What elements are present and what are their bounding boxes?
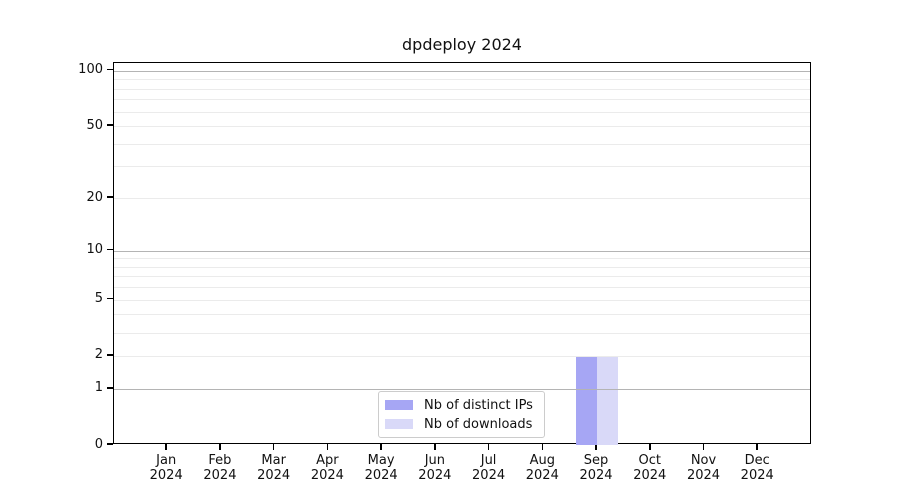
- y-tick-label: 1: [94, 380, 103, 396]
- x-tick-month: Jan: [156, 453, 177, 468]
- gridline-minor: [114, 198, 810, 200]
- gridline-minor: [114, 111, 810, 113]
- x-tick-label: Dec 2024: [722, 453, 792, 483]
- gridline-minor: [114, 79, 810, 81]
- x-tick-mark: [165, 444, 167, 450]
- bars-layer: [114, 63, 810, 445]
- gridline-minor: [114, 143, 810, 145]
- x-tick-year: 2024: [310, 468, 344, 483]
- x-tick-label: Feb 2024: [185, 453, 255, 483]
- x-tick-year: 2024: [257, 468, 291, 483]
- x-tick-month: Dec: [744, 453, 770, 468]
- plot-area: [113, 62, 811, 445]
- x-tick-year: 2024: [364, 468, 398, 483]
- bar-distinct-ips: [576, 355, 598, 445]
- y-tick-mark: [107, 354, 113, 356]
- y-tick-mark: [107, 443, 113, 445]
- x-tick-year: 2024: [418, 468, 452, 483]
- legend: Nb of distinct IPs Nb of downloads: [378, 391, 545, 438]
- x-tick-label: Jul 2024: [454, 453, 524, 483]
- x-tick-mark: [272, 444, 275, 450]
- x-tick-year: 2024: [472, 468, 506, 483]
- y-tick-label: 20: [86, 189, 103, 205]
- grid-layer: [114, 63, 810, 443]
- x-tick-mark: [649, 444, 651, 450]
- x-tick-label: Jun 2024: [400, 453, 470, 483]
- y-tick-label: 50: [86, 117, 103, 133]
- x-tick-mark: [326, 444, 329, 450]
- x-tick-label: May 2024: [346, 453, 416, 483]
- x-tick-month: Jul: [480, 453, 497, 468]
- x-tick-mark: [434, 444, 436, 450]
- y-tick-mark: [107, 68, 113, 71]
- downloads-swatch-icon: [385, 419, 413, 429]
- x-tick-year: 2024: [633, 468, 667, 483]
- x-tick-month: Jun: [424, 453, 445, 468]
- y-tick-mark: [107, 297, 113, 300]
- x-tick-label: Jan 2024: [131, 453, 201, 483]
- gridline-minor: [114, 287, 810, 289]
- legend-label-distinct-ips: Nb of distinct IPs: [424, 397, 533, 413]
- x-tick-year: 2024: [149, 468, 183, 483]
- x-tick-mark: [219, 444, 221, 450]
- y-tick-label: 10: [86, 242, 103, 257]
- x-tick-month: May: [367, 453, 395, 468]
- x-tick-label: Sep 2024: [561, 453, 631, 483]
- x-tick-label: Oct 2024: [615, 453, 685, 483]
- legend-entry-distinct-ips: Nb of distinct IPs: [385, 398, 544, 413]
- x-tick-year: 2024: [579, 468, 613, 483]
- x-tick-month: Feb: [208, 453, 232, 468]
- y-tick-mark: [107, 248, 113, 251]
- x-tick-year: 2024: [740, 468, 774, 483]
- legend-entry-downloads: Nb of downloads: [385, 417, 544, 432]
- x-tick-year: 2024: [525, 468, 559, 483]
- x-tick-mark: [380, 444, 382, 450]
- y-tick-label: 100: [78, 62, 103, 78]
- x-tick-month: Mar: [261, 453, 286, 468]
- chart-title: dpdeploy 2024: [402, 35, 522, 54]
- gridline-minor: [114, 266, 810, 268]
- gridline-minor: [114, 355, 810, 357]
- x-tick-label: Mar 2024: [239, 453, 309, 483]
- gridline-minor: [114, 276, 810, 278]
- x-tick-mark: [541, 444, 544, 450]
- gridline-minor: [114, 166, 810, 168]
- x-tick-mark: [595, 444, 597, 450]
- x-tick-month: Oct: [638, 453, 661, 468]
- x-tick-mark: [702, 444, 705, 450]
- distinct-ips-swatch-icon: [385, 400, 413, 410]
- gridline-major: [114, 250, 810, 252]
- y-tick-label: 2: [94, 347, 103, 363]
- x-tick-label: Nov 2024: [669, 453, 739, 483]
- x-tick-month: Sep: [583, 453, 609, 468]
- gridline-minor: [114, 126, 810, 128]
- y-tick-mark: [107, 196, 113, 198]
- gridline-minor: [114, 299, 810, 301]
- bar-downloads: [597, 355, 618, 445]
- gridline-major: [114, 388, 810, 390]
- x-tick-label: Apr 2024: [292, 453, 362, 483]
- x-tick-label: Aug 2024: [507, 453, 577, 483]
- legend-label-downloads: Nb of downloads: [424, 416, 533, 432]
- x-tick-mark: [487, 444, 490, 450]
- gridline-minor: [114, 88, 810, 90]
- gridline-minor: [114, 258, 810, 260]
- x-tick-month: Nov: [690, 453, 717, 468]
- x-tick-year: 2024: [203, 468, 237, 483]
- gridline-minor: [114, 314, 810, 316]
- x-tick-mark: [756, 444, 758, 450]
- y-tick-label: 0: [94, 436, 103, 452]
- x-tick-month: Apr: [316, 453, 339, 468]
- gridline-major: [114, 70, 810, 72]
- y-tick-label: 5: [94, 291, 103, 307]
- gridline-minor: [114, 332, 810, 334]
- y-tick-mark: [107, 387, 113, 389]
- x-tick-year: 2024: [686, 468, 721, 483]
- x-tick-month: Aug: [529, 453, 555, 468]
- gridline-minor: [114, 99, 810, 101]
- y-tick-mark: [107, 124, 113, 126]
